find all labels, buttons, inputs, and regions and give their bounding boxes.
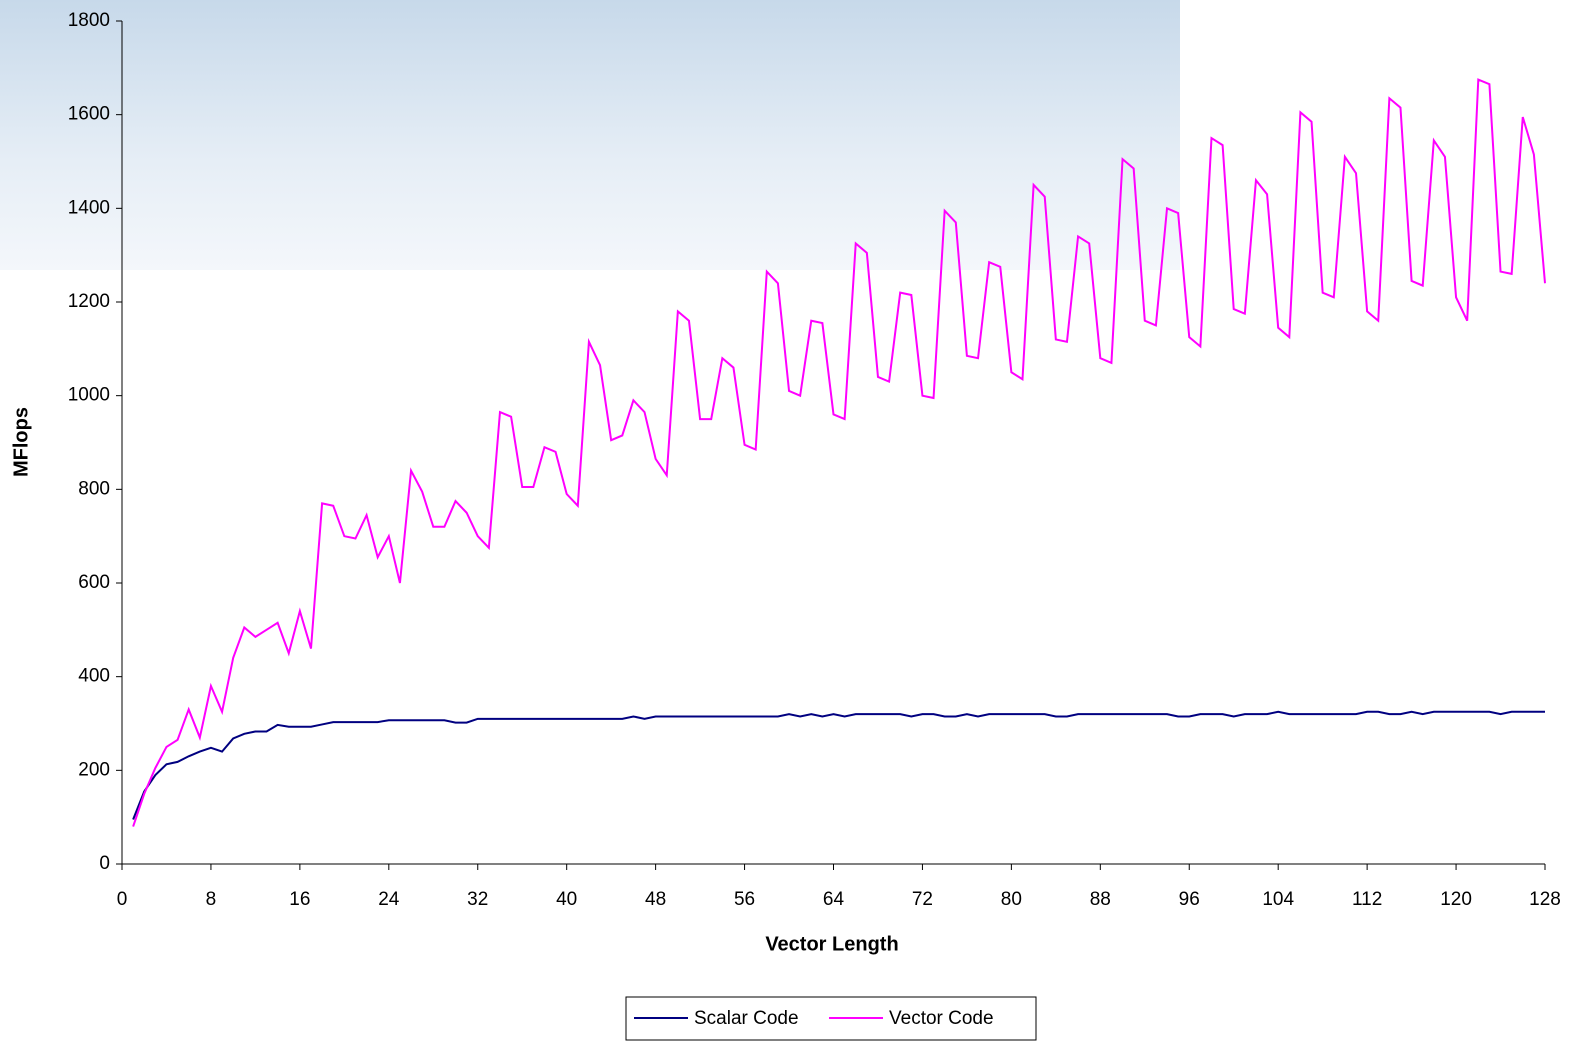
- x-tick-label: 64: [823, 889, 845, 910]
- x-tick-label: 96: [1179, 889, 1200, 910]
- x-tick-label: 112: [1352, 889, 1382, 910]
- series-line: [132, 710, 1545, 820]
- x-axis-title: Vector Length: [765, 933, 898, 955]
- y-tick-label: 800: [78, 478, 110, 499]
- x-tick-label: 72: [912, 889, 933, 910]
- x-tick-label: 120: [1440, 889, 1472, 910]
- x-tick-label: 56: [734, 889, 755, 910]
- y-axis-title: MFlops: [10, 407, 32, 477]
- x-tick-label: 40: [556, 889, 577, 910]
- x-tick-label: 24: [378, 889, 400, 910]
- x-tick-label: 32: [467, 889, 488, 910]
- x-tick-label: 104: [1262, 889, 1294, 910]
- x-tick-label: 16: [289, 889, 310, 910]
- y-tick-label: 1200: [68, 291, 110, 312]
- legend-label: Vector Code: [889, 1008, 994, 1029]
- y-tick-label: 600: [78, 572, 110, 593]
- y-tick-label: 1000: [68, 385, 110, 406]
- background-image: [0, 0, 1180, 270]
- x-tick-label: 88: [1090, 889, 1111, 910]
- x-tick-label: 80: [1001, 889, 1022, 910]
- x-tick-label: 48: [645, 889, 666, 910]
- y-tick-label: 0: [99, 853, 110, 874]
- legend-label: Scalar Code: [694, 1008, 799, 1029]
- y-tick-label: 1600: [68, 104, 110, 125]
- y-tick-label: 1400: [68, 197, 110, 218]
- series-line: [132, 78, 1546, 827]
- x-tick-label: 8: [206, 889, 217, 910]
- y-tick-label: 200: [78, 759, 110, 780]
- x-tick-label: 128: [1529, 889, 1561, 910]
- x-tick-label: 0: [117, 889, 128, 910]
- y-tick-label: 400: [78, 666, 110, 687]
- y-tick-label: 1800: [68, 10, 110, 31]
